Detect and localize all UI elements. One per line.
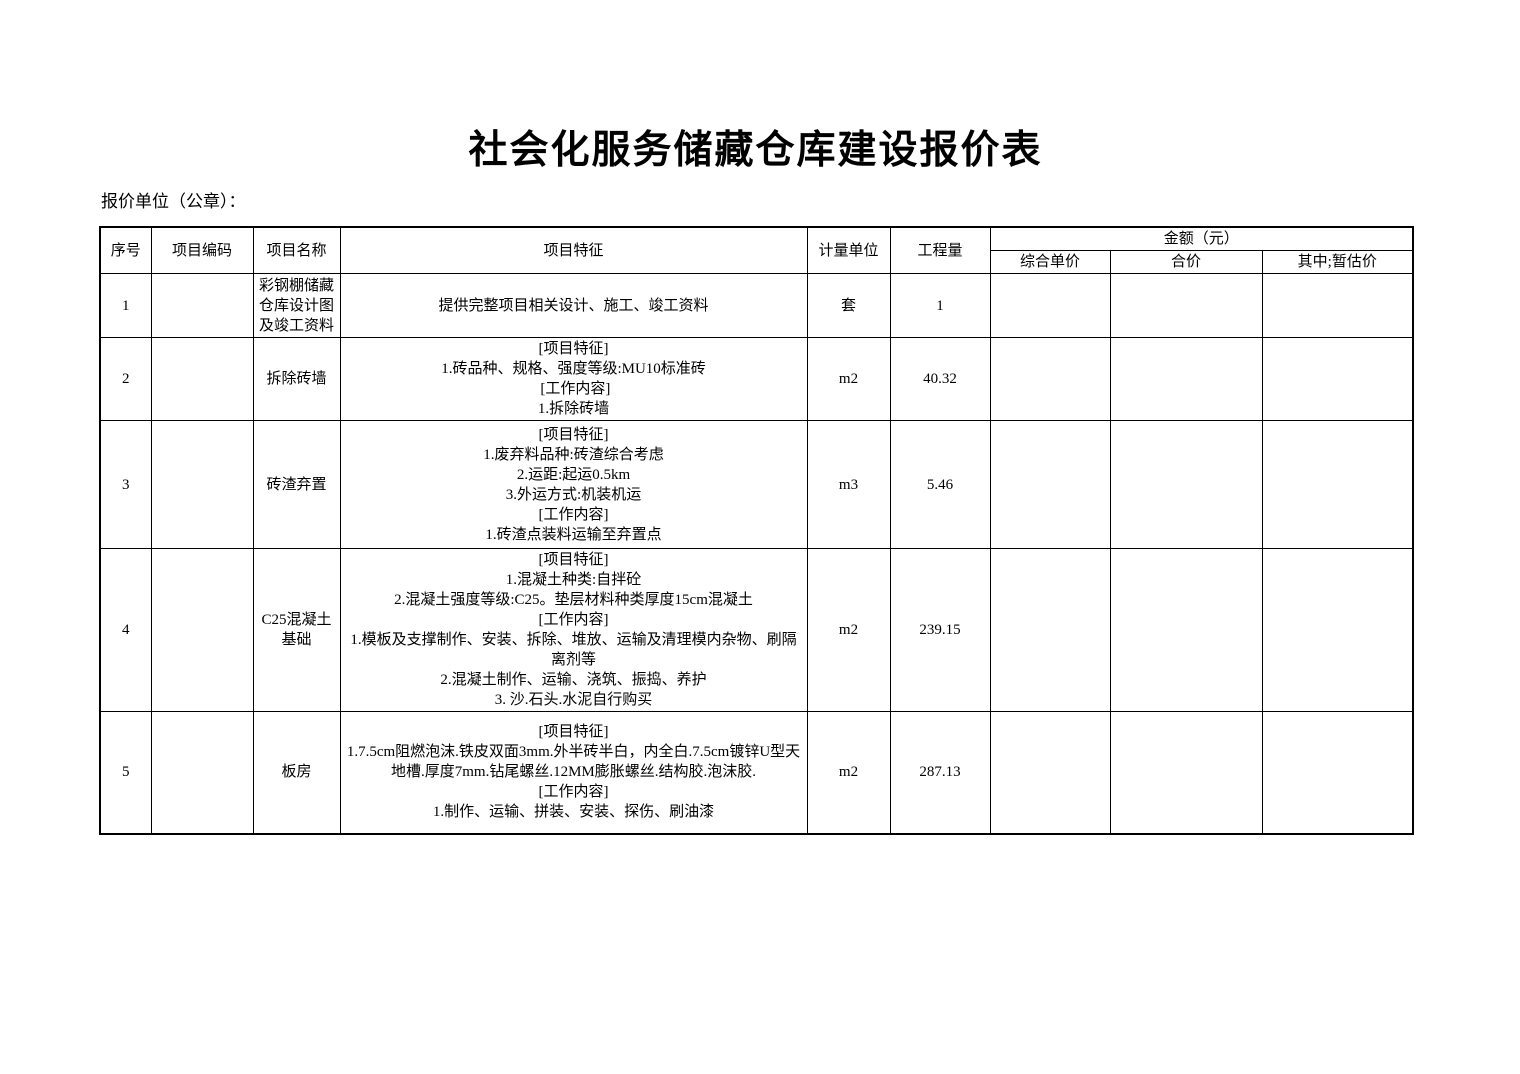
cell-code bbox=[150, 337, 254, 421]
cell-unit-price bbox=[989, 337, 1111, 421]
header-name: 项目名称 bbox=[252, 226, 341, 274]
cell-name: 板房 bbox=[252, 711, 341, 834]
cell-provisional bbox=[1261, 711, 1414, 834]
cell-provisional bbox=[1261, 273, 1414, 338]
cell-feature: [项目特征] 1.混凝土种类:自拌砼 2.混凝土强度等级:C25。垫层材料种类厚… bbox=[339, 548, 808, 712]
header-quantity: 工程量 bbox=[889, 226, 991, 274]
cell-code bbox=[150, 420, 254, 549]
cell-name: 彩钢棚储藏仓库设计图及竣工资料 bbox=[252, 273, 341, 338]
cell-provisional bbox=[1261, 337, 1414, 421]
cell-quantity: 40.32 bbox=[889, 337, 991, 421]
page-title: 社会化服务储藏仓库建设报价表 bbox=[468, 129, 1043, 172]
table-row: 1 彩钢棚储藏仓库设计图及竣工资料 提供完整项目相关设计、施工、竣工资料 套 1 bbox=[99, 273, 1414, 338]
header-provisional: 其中;暂估价 bbox=[1261, 250, 1414, 274]
cell-total-price bbox=[1109, 420, 1263, 549]
table-row: 3 砖渣弃置 [项目特征] 1.废弃料品种:砖渣综合考虑 2.运距:起运0.5k… bbox=[99, 420, 1414, 549]
table-row: 2 拆除砖墙 [项目特征] 1.砖品种、规格、强度等级:MU10标准砖 [工作内… bbox=[99, 337, 1414, 421]
header-total-price: 合价 bbox=[1109, 250, 1263, 274]
table-header: 序号 项目编码 项目名称 项目特征 计量单位 工程量 金额（元） 综合单价 合价… bbox=[99, 226, 1414, 274]
cell-seq: 5 bbox=[99, 711, 152, 834]
header-amount-group: 金额（元） bbox=[989, 226, 1414, 251]
header-row-2: 综合单价 合价 其中;暂估价 bbox=[100, 250, 1414, 274]
cell-seq: 4 bbox=[99, 548, 152, 712]
cell-seq: 1 bbox=[99, 273, 152, 338]
cell-unit-price bbox=[989, 548, 1111, 712]
cell-unit-price bbox=[989, 420, 1111, 549]
cell-provisional bbox=[1261, 548, 1414, 712]
cell-code bbox=[150, 273, 254, 338]
cell-name: C25混凝土基础 bbox=[252, 548, 341, 712]
table-body: 1 彩钢棚储藏仓库设计图及竣工资料 提供完整项目相关设计、施工、竣工资料 套 1… bbox=[99, 273, 1414, 834]
cell-feature: 提供完整项目相关设计、施工、竣工资料 bbox=[339, 273, 808, 338]
cell-total-price bbox=[1109, 711, 1263, 834]
quotation-table: 序号 项目编码 项目名称 项目特征 计量单位 工程量 金额（元） 综合单价 合价… bbox=[99, 226, 1415, 835]
cell-seq: 2 bbox=[99, 337, 152, 421]
table-row: 5 板房 [项目特征] 1.7.5cm阻燃泡沫.铁皮双面3mm.外半砖半白，内全… bbox=[99, 711, 1414, 834]
cell-unit: m2 bbox=[806, 548, 891, 712]
cell-unit: m3 bbox=[806, 420, 891, 549]
cell-feature: [项目特征] 1.砖品种、规格、强度等级:MU10标准砖 [工作内容] 1.拆除… bbox=[339, 337, 808, 421]
cell-name: 砖渣弃置 bbox=[252, 420, 341, 549]
cell-feature: [项目特征] 1.废弃料品种:砖渣综合考虑 2.运距:起运0.5km 3.外运方… bbox=[339, 420, 808, 549]
cell-feature: [项目特征] 1.7.5cm阻燃泡沫.铁皮双面3mm.外半砖半白，内全白.7.5… bbox=[339, 711, 808, 834]
header-feature: 项目特征 bbox=[339, 226, 808, 274]
cell-quantity: 1 bbox=[889, 273, 991, 338]
cell-quantity: 239.15 bbox=[889, 548, 991, 712]
cell-unit: 套 bbox=[806, 273, 891, 338]
header-seq: 序号 bbox=[99, 226, 152, 274]
cell-unit-price bbox=[989, 711, 1111, 834]
cell-unit-price bbox=[989, 273, 1111, 338]
header-row-1: 序号 项目编码 项目名称 项目特征 计量单位 工程量 金额（元） bbox=[99, 226, 1414, 274]
table-row: 4 C25混凝土基础 [项目特征] 1.混凝土种类:自拌砼 2.混凝土强度等级:… bbox=[99, 548, 1414, 712]
quote-unit-seal-label: 报价单位（公章）： bbox=[101, 192, 246, 211]
cell-total-price bbox=[1109, 337, 1263, 421]
cell-unit: m2 bbox=[806, 711, 891, 834]
cell-provisional bbox=[1261, 420, 1414, 549]
cell-name: 拆除砖墙 bbox=[252, 337, 341, 421]
cell-code bbox=[150, 548, 254, 712]
cell-quantity: 5.46 bbox=[889, 420, 991, 549]
cell-code bbox=[150, 711, 254, 834]
header-unit: 计量单位 bbox=[806, 226, 891, 274]
cell-unit: m2 bbox=[806, 337, 891, 421]
cell-total-price bbox=[1109, 273, 1263, 338]
cell-total-price bbox=[1109, 548, 1263, 712]
cell-seq: 3 bbox=[99, 420, 152, 549]
header-unit-price: 综合单价 bbox=[989, 250, 1111, 274]
cell-quantity: 287.13 bbox=[889, 711, 991, 834]
header-code: 项目编码 bbox=[150, 226, 254, 274]
